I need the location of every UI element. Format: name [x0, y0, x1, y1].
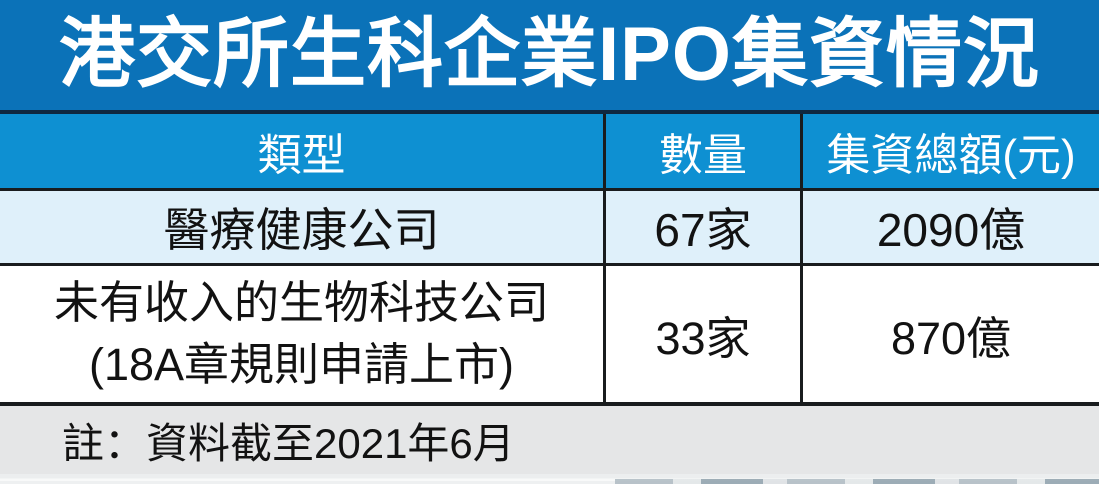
column-header-total: 集資總額(元) [800, 114, 1099, 188]
cell-type: 醫療健康公司 [163, 204, 440, 256]
ipo-table: 類型 數量 集資總額(元) 醫療健康公司 67家 2090億 未有收入的生物科技… [0, 114, 1099, 402]
cell-type: 未有收入的生物科技公司 (18A章規則申請上市) [0, 266, 603, 402]
cell-type-line2: (18A章規則申請上市) [88, 339, 515, 390]
cell-type-line1: 未有收入的生物科技公司 [53, 276, 549, 328]
table-row: 未有收入的生物科技公司 (18A章規則申請上市) 33家 870億 [0, 263, 1099, 402]
table-row: 醫療健康公司 67家 2090億 [0, 188, 1099, 263]
column-header-count: 數量 [603, 114, 800, 188]
cell-total: 2090億 [800, 191, 1099, 263]
figure-title: 港交所生科企業IPO集資情況 [59, 12, 1040, 97]
note-text: 註：資料截至2021年6月 [62, 419, 515, 467]
figure-title-bar: 港交所生科企業IPO集資情況 [0, 0, 1099, 114]
photo-edge-patches [615, 479, 1099, 484]
column-header-type: 類型 [257, 131, 346, 180]
cell-count: 33家 [603, 266, 800, 402]
cell-count: 67家 [603, 191, 800, 263]
cell-total: 870億 [800, 266, 1099, 402]
note-row: 註：資料截至2021年6月 [0, 402, 1099, 474]
table-header-row: 類型 數量 集資總額(元) [0, 114, 1099, 188]
photo-edge-strip [0, 474, 1099, 484]
